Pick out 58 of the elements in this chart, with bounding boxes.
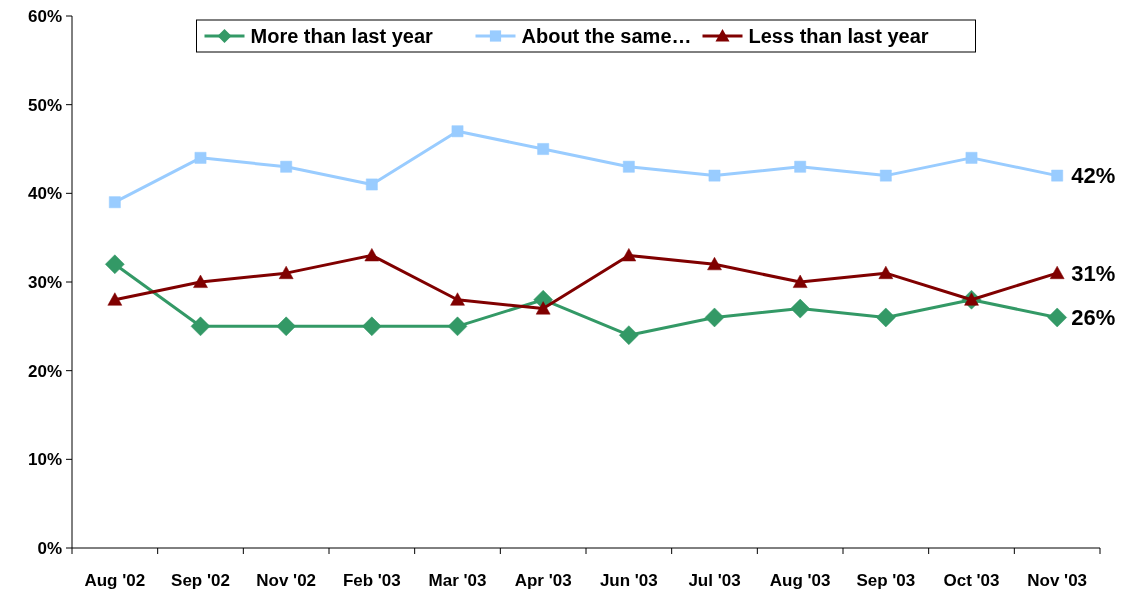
point — [708, 169, 721, 182]
y-tick-label: 40% — [27, 184, 62, 204]
point — [190, 316, 211, 337]
y-tick-label: 30% — [27, 272, 62, 292]
point — [450, 292, 465, 306]
x-tick-label: Feb '03 — [342, 571, 401, 590]
point — [1051, 169, 1064, 182]
point — [878, 265, 894, 279]
x-tick-label: Nov '02 — [256, 571, 317, 590]
x-tick-label: Aug '02 — [84, 571, 146, 590]
point — [621, 248, 637, 262]
point — [619, 325, 639, 345]
point — [1047, 307, 1067, 328]
point — [105, 254, 125, 275]
point — [965, 152, 978, 164]
point — [451, 125, 464, 138]
y-tick-label: 50% — [27, 95, 62, 115]
x-tick-label: Nov '03 — [1027, 571, 1088, 590]
x-tick-label: Sep '03 — [856, 571, 916, 590]
x-tick-label: Sep '02 — [171, 571, 230, 590]
point — [276, 316, 296, 337]
point — [194, 152, 207, 164]
point — [364, 248, 380, 262]
point — [622, 160, 635, 173]
legend-label: More than last year — [250, 25, 433, 47]
point — [792, 274, 808, 288]
point — [790, 298, 810, 319]
point — [280, 160, 293, 173]
y-tick-label: 60% — [27, 6, 62, 26]
point — [535, 301, 551, 315]
point — [365, 178, 378, 191]
point — [108, 196, 121, 209]
x-tick-label: Jun '03 — [599, 571, 658, 590]
point — [876, 307, 896, 328]
x-tick-label: Mar '03 — [428, 571, 487, 590]
point — [879, 169, 892, 182]
point — [362, 316, 382, 337]
x-tick-label: Oct '03 — [943, 571, 1000, 590]
point — [704, 307, 725, 328]
point — [1049, 265, 1065, 279]
point — [193, 274, 208, 288]
data-label: 26% — [1071, 305, 1116, 331]
y-tick-label: 20% — [27, 361, 62, 381]
point — [447, 316, 468, 337]
legend-label: About the same… — [521, 25, 692, 47]
point — [794, 160, 807, 173]
point — [278, 265, 294, 279]
legend-label: Less than last year — [748, 25, 929, 47]
point — [107, 292, 123, 306]
x-tick-label: Apr '03 — [514, 571, 572, 590]
data-label: 42% — [1071, 163, 1116, 189]
data-label: 31% — [1071, 260, 1116, 286]
point — [707, 257, 722, 271]
x-tick-label: Jul '03 — [688, 571, 741, 590]
point — [537, 143, 550, 155]
y-tick-label: 10% — [27, 450, 62, 470]
y-tick-label: 0% — [37, 538, 62, 558]
x-tick-label: Aug '03 — [769, 571, 831, 590]
